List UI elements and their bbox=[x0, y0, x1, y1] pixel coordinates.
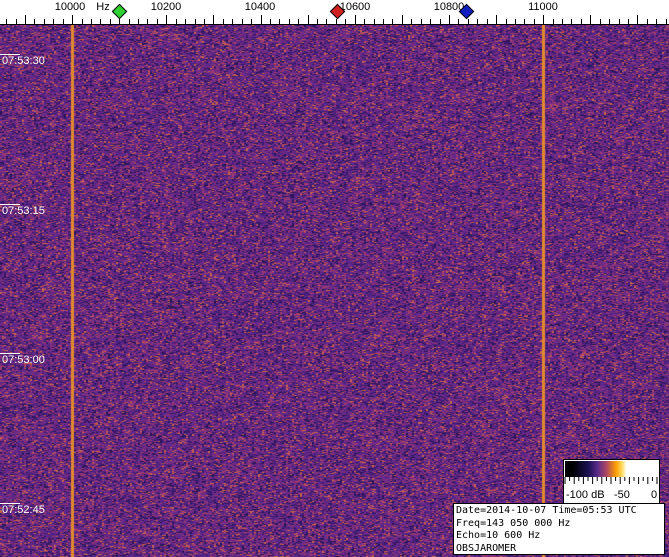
time-tick bbox=[0, 204, 20, 205]
time-tick bbox=[0, 353, 20, 354]
colorbar-ticks bbox=[564, 477, 658, 484]
colorbar-gradient bbox=[565, 461, 658, 477]
colorbar-label-max: 0 bbox=[651, 489, 658, 501]
frequency-scale: 10000 Hz 10200 10400 10600 10800 11000 bbox=[0, 0, 669, 25]
time-label-4: 07:52:45 bbox=[2, 504, 45, 516]
freq-label-10400: 10400 bbox=[244, 1, 276, 13]
colorbar-label-min: -100 dB bbox=[566, 489, 605, 501]
freq-label-10800: 10800 bbox=[433, 1, 465, 13]
time-tick bbox=[0, 54, 20, 55]
time-label-1: 07:53:30 bbox=[2, 55, 45, 67]
info-frequency: Freq=143 050 000 Hz bbox=[456, 517, 571, 529]
waterfall-spectrogram bbox=[0, 25, 669, 557]
freq-label-10200: 10200 bbox=[150, 1, 182, 13]
info-observer: OBSJAROMER bbox=[456, 542, 517, 554]
freq-label-10000: 10000 bbox=[54, 1, 86, 13]
freq-label-10600: 10600 bbox=[339, 1, 371, 13]
time-tick bbox=[0, 503, 20, 504]
time-label-2: 07:53:15 bbox=[2, 205, 45, 217]
frequency-ticks bbox=[0, 15, 669, 25]
time-label-3: 07:53:00 bbox=[2, 354, 45, 366]
colorbar-label-mid: -50 bbox=[614, 489, 630, 501]
info-box: Date=2014-10-07 Time=05:53 UTC Freq=143 … bbox=[453, 503, 665, 555]
freq-label-11000: 11000 bbox=[528, 1, 558, 13]
colorbar-legend: -100 dB -50 0 bbox=[563, 459, 660, 504]
freq-unit-label: Hz bbox=[96, 1, 110, 13]
info-echo: Echo=10 600 Hz bbox=[456, 530, 541, 541]
info-date-time: Date=2014-10-07 Time=05:53 UTC bbox=[456, 505, 637, 516]
